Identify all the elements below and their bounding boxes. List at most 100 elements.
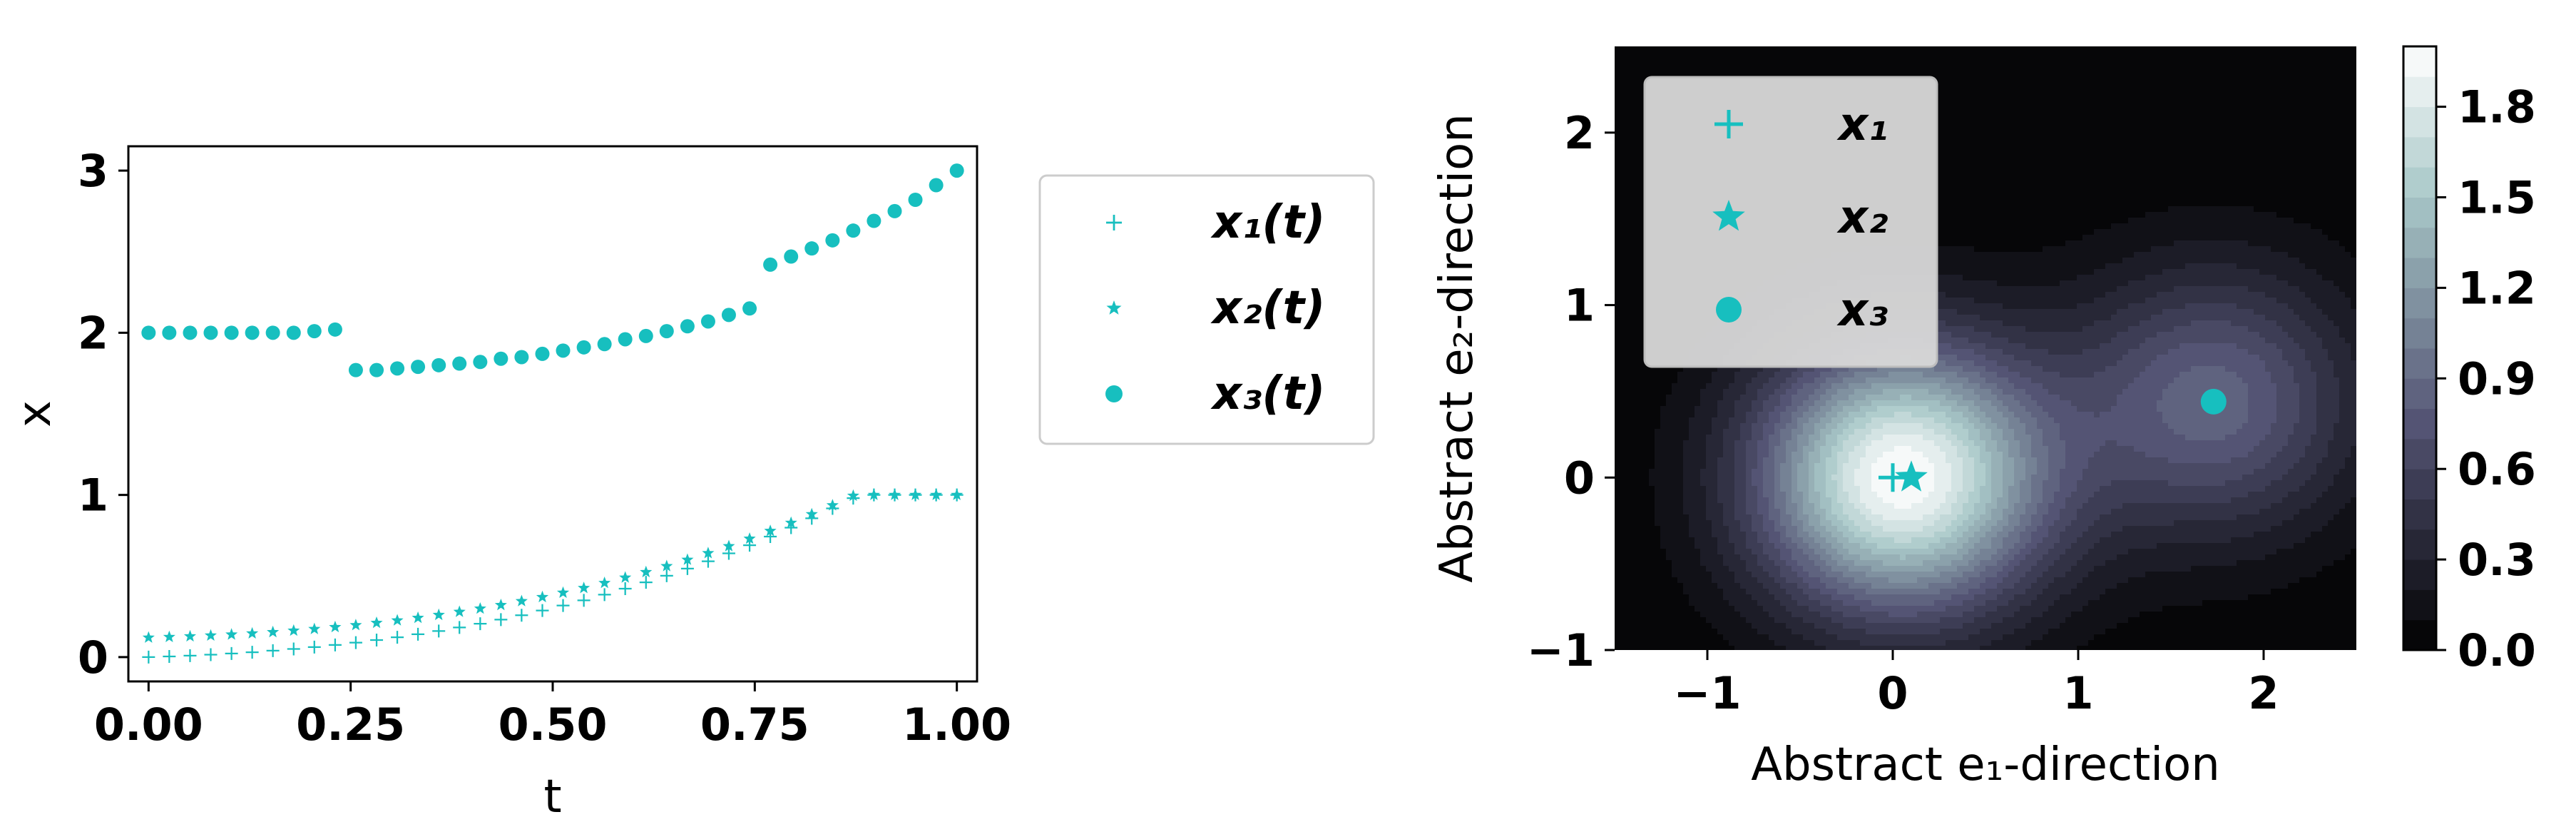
point-x2-34 <box>847 489 859 502</box>
point-x3-10 <box>348 362 363 377</box>
left-legend-label-x1: x₁(t) <box>1210 196 1325 249</box>
point-x3-7 <box>286 325 301 340</box>
point-x1-28 <box>722 547 735 560</box>
x-tick-label: 0.75 <box>700 699 809 751</box>
point-x3-39 <box>949 163 964 178</box>
point-x1-10 <box>349 636 362 649</box>
colorbar-band-1 <box>2403 589 2436 621</box>
y-tick-label: 2 <box>78 307 108 359</box>
contour-points <box>1879 388 2227 492</box>
point-x2-18 <box>515 594 528 607</box>
point-x2-10 <box>349 619 362 631</box>
colorbar-band-17 <box>2403 106 2436 138</box>
point-x3-35 <box>867 213 881 228</box>
point-x1-2 <box>183 649 197 662</box>
point-x3-11 <box>369 362 384 377</box>
left-x-ticks: 0.00 0.25 0.50 0.75 1.00 <box>94 681 1011 751</box>
point-x3-18 <box>514 350 529 365</box>
point-x3-15 <box>452 356 467 371</box>
left-y-axis-label: x <box>9 400 61 427</box>
x-tick-label: 0 <box>1877 667 1908 719</box>
point-x3-4 <box>224 325 239 340</box>
x-tick-label: 0.25 <box>296 699 405 751</box>
point-x3-29 <box>742 301 757 316</box>
point-3 <box>2200 388 2227 415</box>
colorbar-band-7 <box>2403 408 2436 440</box>
point-2 <box>1895 460 1928 492</box>
point-x2-29 <box>743 532 756 544</box>
colorbar-band-11 <box>2403 288 2436 319</box>
point-x2-0 <box>142 631 155 643</box>
colorbar-ticks: 0.0 0.3 0.6 0.9 1.2 1.5 1.8 <box>2436 81 2536 676</box>
point-x3-34 <box>846 223 861 238</box>
colorbar-band-4 <box>2403 499 2436 530</box>
point-x2-14 <box>432 608 445 621</box>
point-x2-8 <box>308 622 321 634</box>
colorbar-band-5 <box>2403 469 2436 499</box>
point-x2-2 <box>183 629 196 642</box>
right-legend-label-x3: x₃ <box>1836 284 1888 337</box>
point-x1-9 <box>328 638 342 651</box>
x-tick-label: 1.00 <box>902 699 1011 751</box>
point-x2-24 <box>640 565 653 578</box>
colorbar-tick-label: 0.3 <box>2458 534 2536 586</box>
point-x2-22 <box>598 577 611 589</box>
point-x1-15 <box>453 621 466 634</box>
point-x3-25 <box>659 324 674 339</box>
point-x1-24 <box>639 576 653 589</box>
colorbar-band-10 <box>2403 318 2436 349</box>
colorbar-tick-label: 1.8 <box>2458 81 2536 133</box>
point-x1-21 <box>577 594 591 607</box>
point-x2-23 <box>619 571 632 583</box>
point-x3-24 <box>638 328 653 343</box>
point-x1-11 <box>370 634 384 647</box>
series-3 <box>141 163 964 377</box>
right-chart: −1 0 1 2 −1 0 1 2 Abstract e₁-direction Abstra… <box>1431 45 2536 791</box>
point-x2-6 <box>267 625 280 638</box>
legend-marker-x1 <box>1714 110 1743 138</box>
series-2 <box>142 488 964 643</box>
x-tick-label: 0.00 <box>94 699 203 751</box>
point-x1-1 <box>163 650 176 663</box>
point-x3-20 <box>556 343 571 358</box>
point-x1-16 <box>474 617 487 631</box>
colorbar-band-12 <box>2403 258 2436 288</box>
left-legend-label-x3: x₃(t) <box>1210 367 1325 420</box>
contour-band-6 <box>1746 320 2299 623</box>
point-x1-14 <box>432 624 446 638</box>
point-x1-5 <box>245 646 259 659</box>
point-x2-13 <box>412 611 424 624</box>
x-tick-label: 0.50 <box>499 699 608 751</box>
colorbar-tick-label: 1.2 <box>2458 262 2536 314</box>
point-x2-20 <box>556 586 570 598</box>
point-x2-33 <box>826 499 839 511</box>
y-tick-label: 2 <box>1564 107 1595 159</box>
right-y-ticks: −1 0 1 2 <box>1527 107 1615 676</box>
point-x2-4 <box>225 628 238 640</box>
point-x1-12 <box>391 631 404 644</box>
colorbar-band-9 <box>2403 348 2436 379</box>
x-tick-label: −1 <box>1673 667 1741 719</box>
point-x1-26 <box>680 562 694 575</box>
point-x3-0 <box>141 325 156 340</box>
point-x2-25 <box>660 559 673 572</box>
point-x2-1 <box>163 630 175 642</box>
left-plot-area <box>141 163 964 664</box>
colorbar-band-2 <box>2403 559 2436 590</box>
right-x-ticks: −1 0 1 2 <box>1673 650 2279 719</box>
point-x2-21 <box>578 582 591 594</box>
point-x1-6 <box>266 644 280 657</box>
point-x3-27 <box>700 314 715 329</box>
colorbar-band-0 <box>2403 619 2436 651</box>
left-legend-label-x2: x₂(t) <box>1210 282 1325 335</box>
point-x3-33 <box>825 233 840 248</box>
y-tick-label: 1 <box>1564 280 1595 332</box>
point-x3-22 <box>597 337 612 352</box>
point-x2-19 <box>536 590 549 603</box>
point-x3-14 <box>431 357 446 372</box>
point-x3-1 <box>162 325 177 340</box>
point-x2-16 <box>474 602 486 614</box>
colorbar-band-3 <box>2403 529 2436 560</box>
point-x2-26 <box>681 553 694 565</box>
point-x3-26 <box>680 319 695 334</box>
